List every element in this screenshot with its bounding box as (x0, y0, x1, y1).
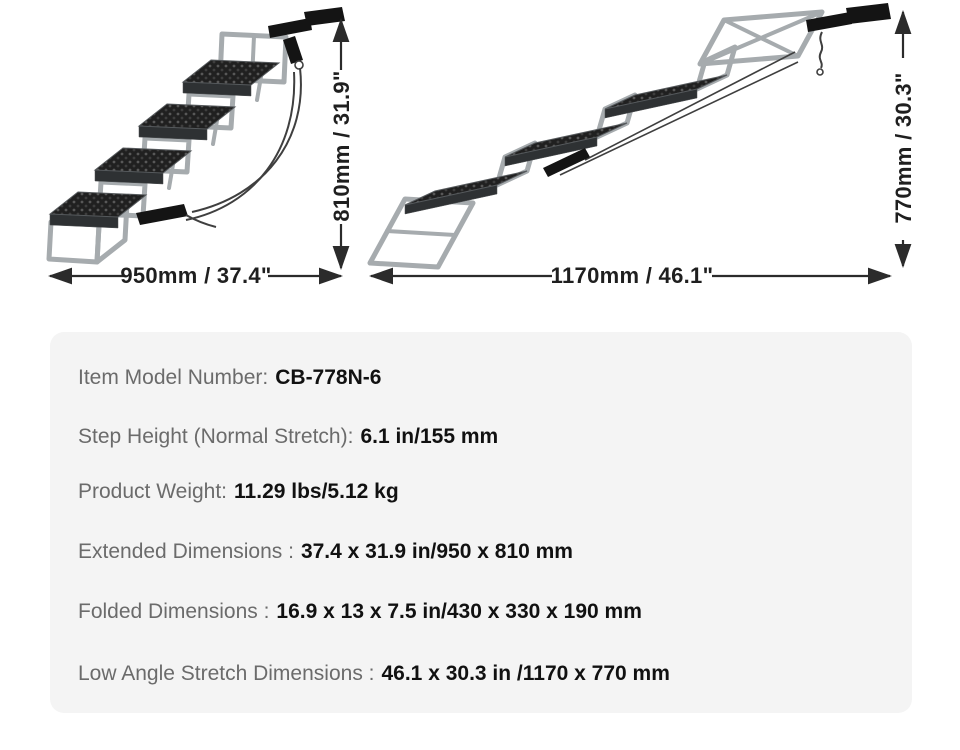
spec-value: CB-778N-6 (275, 366, 382, 389)
spec-panel: Item Model Number: CB-778N-6 Step Height … (50, 332, 912, 713)
spec-row-low-angle-dimensions: Low Angle Stretch Dimensions : 46.1 x 30.… (78, 661, 670, 687)
spec-label: Low Angle Stretch Dimensions : (78, 662, 375, 685)
spec-row-extended-dimensions: Extended Dimensions : 37.4 x 31.9 in/950 … (78, 539, 573, 565)
spec-value: 11.29 lbs/5.12 kg (234, 480, 399, 503)
dimension-annotations: 950mm / 37.4" 810mm / 31.9" 1170mm / 46.… (47, 9, 916, 288)
support-cable (559, 61, 799, 176)
folded-stairs-diagram (46, 7, 345, 265)
product-dimension-svg: 950mm / 37.4" 810mm / 31.9" 1170mm / 46.… (46, 3, 916, 288)
dimension-diagrams: 950mm / 37.4" 810mm / 31.9" 1170mm / 46.… (0, 0, 960, 312)
hanging-cord (818, 31, 824, 69)
spec-label: Folded Dimensions : (78, 600, 270, 623)
ramp-foot-frame (367, 196, 476, 270)
spec-value: 46.1 x 30.3 in /1170 x 770 mm (381, 662, 670, 685)
step-treads (48, 59, 281, 229)
spec-row-step-height: Step Height (Normal Stretch): 6.1 in/155 … (78, 424, 498, 450)
support-cable (191, 67, 302, 213)
latch-ring (294, 60, 304, 70)
strap-tail (185, 214, 217, 228)
folded-height-label: 810mm / 31.9" (329, 70, 354, 221)
strap (543, 148, 590, 177)
support-cable (185, 71, 296, 221)
spec-row-model-number: Item Model Number: CB-778N-6 (78, 365, 381, 391)
step-treads (404, 74, 728, 215)
spec-row-folded-dimensions: Folded Dimensions : 16.9 x 13 x 7.5 in/43… (78, 599, 642, 625)
carry-handle-grip (304, 7, 345, 26)
spec-value: 37.4 x 31.9 in/950 x 810 mm (300, 540, 573, 563)
low-angle-width-label: 1170mm / 46.1" (551, 263, 714, 288)
strap (136, 204, 188, 225)
spec-label: Extended Dimensions : (78, 540, 294, 563)
low-angle-stairs-diagram (367, 3, 891, 270)
base-frame (46, 219, 102, 265)
latch-lever (283, 36, 303, 64)
low-angle-height-label: 770mm / 30.3" (891, 72, 916, 223)
spec-row-product-weight: Product Weight: 11.29 lbs/5.12 kg (78, 479, 399, 505)
spec-value: 16.9 x 13 x 7.5 in/430 x 330 x 190 mm (276, 600, 642, 623)
scissor-brace (722, 18, 800, 58)
spec-label: Step Height (Normal Stretch): (78, 425, 354, 448)
folded-width-label: 950mm / 37.4" (120, 263, 271, 288)
spec-label: Item Model Number: (78, 366, 269, 389)
support-cable (584, 51, 796, 161)
spec-label: Product Weight: (78, 480, 228, 503)
carry-handle-grip (846, 3, 891, 24)
carry-handle (268, 18, 312, 38)
cord-hook (816, 68, 824, 76)
ramp-foot-rung (385, 229, 457, 237)
spec-value: 6.1 in/155 mm (360, 425, 499, 448)
carry-handle (806, 12, 852, 32)
